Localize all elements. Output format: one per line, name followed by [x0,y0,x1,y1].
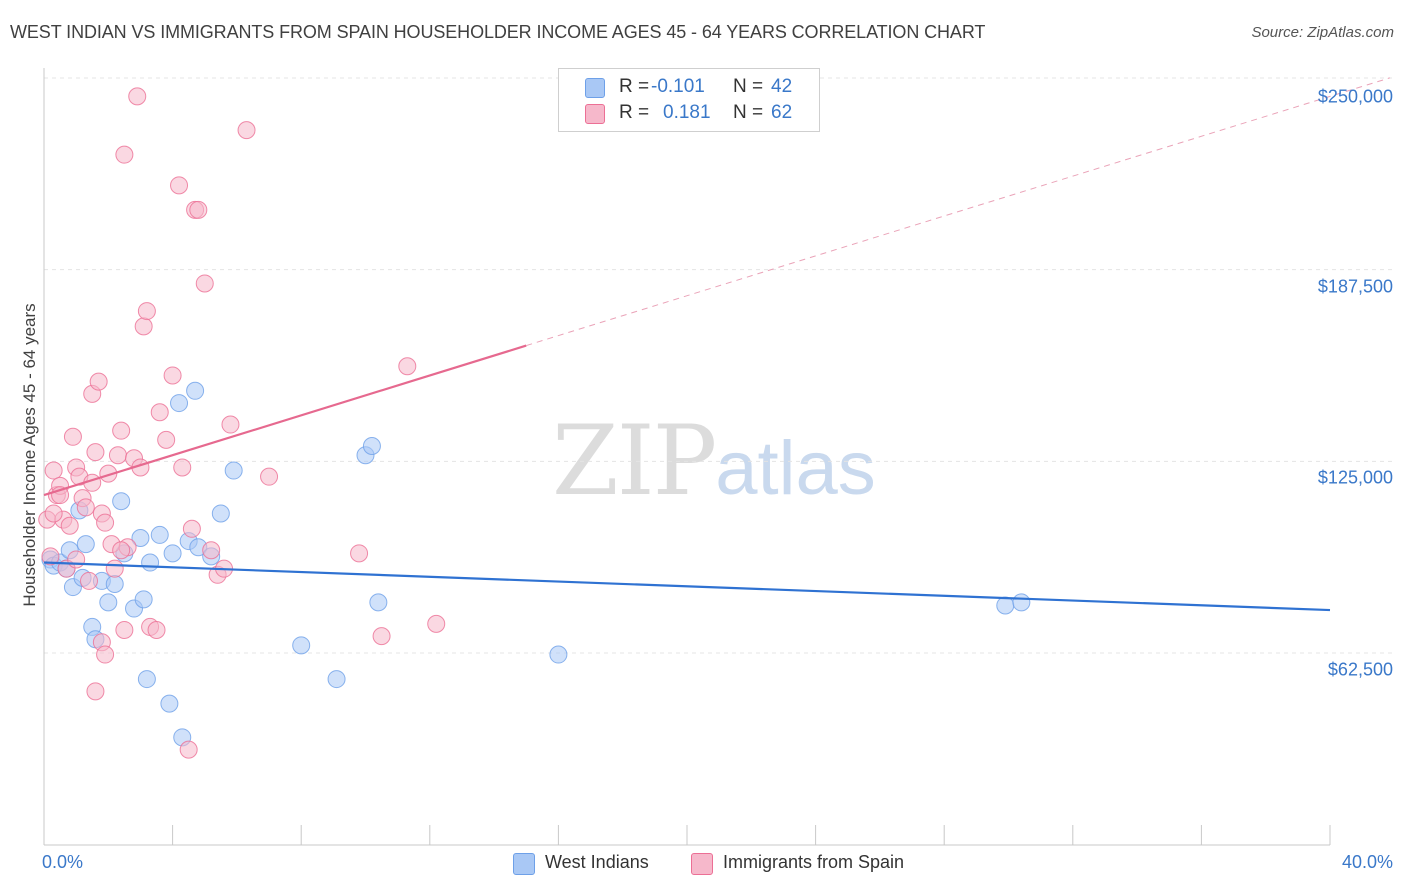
west-indians-point [112,492,131,511]
west-indians-point [327,670,346,689]
immigrants-spain-point [150,403,169,422]
immigrants-spain-point [137,302,156,321]
west-indians-point [160,694,179,713]
immigrants-spain-point [163,366,182,385]
legend-r-value: -0.101 [651,76,705,97]
immigrants-spain-trend-extension [526,77,1391,347]
immigrants-spain-point [427,614,446,633]
immigrants-spain-trend-line [43,344,527,497]
legend-swatch-pink [585,104,605,124]
immigrants-spain-point [105,559,124,578]
immigrants-spain-point [179,740,198,759]
west-indians-point [150,525,169,544]
y-tick-label-62500: $62,500 [1327,659,1393,680]
immigrants-spain-point [134,317,153,336]
immigrants-spain-point [195,274,214,293]
immigrants-spain-point [202,541,221,560]
west-indians-point [362,437,381,455]
x-tick-label-min: 0.0% [42,852,84,872]
immigrants-spain-point [89,372,108,391]
immigrants-spain-point [260,467,279,486]
immigrants-spain-point [60,516,79,535]
immigrants-spain-point [96,513,115,532]
bottom-legend-swatch-pink [691,853,713,875]
y-tick-label-125000: $125,000 [1317,467,1393,488]
watermark-zip: ZIP [552,405,717,517]
immigrants-spain-point [108,446,127,465]
y-tick-label-250000: $250,000 [1317,86,1393,107]
west-indians-point [292,636,311,655]
immigrants-spain-point [67,550,86,569]
immigrants-spain-point [173,458,192,477]
y-axis-label: Householder Income Ages 45 - 64 years [20,303,39,607]
west-indians-point [186,381,205,400]
grid-lines [44,77,1395,654]
immigrants-spain-point [115,145,134,164]
west-indians-point [99,593,118,612]
west-indians-point [141,553,160,572]
watermark-atlas: atlas [715,426,876,511]
immigrants-spain-point [41,547,60,566]
immigrants-spain-point [76,498,95,517]
west-indians-point [369,593,388,612]
immigrants-spain-point [221,415,240,434]
bottom-legend-swatch-blue [513,853,535,875]
immigrants-spain-point [86,443,105,462]
west-indians-point [163,544,182,563]
west-indians-point [134,590,153,609]
legend-swatch-blue [585,78,605,98]
immigrants-spain-point [182,519,201,538]
immigrants-spain-point [372,627,391,646]
west-indians-point [549,645,568,664]
west-indians-point [105,575,124,593]
immigrants-spain-points [38,87,446,759]
y-tick-label-187500: $187,500 [1317,276,1393,297]
bottom-legend-label: Immigrants from Spain [723,852,905,872]
chart-title: WEST INDIAN VS IMMIGRANTS FROM SPAIN HOU… [10,22,986,42]
source-credit: Source: ZipAtlas.com [1251,24,1394,41]
immigrants-spain-point [112,541,131,560]
axes [43,68,1331,846]
immigrants-spain-point [189,200,208,219]
legend-r-value: 0.181 [663,102,711,123]
trend-lines [43,77,1391,612]
immigrants-spain-point [44,461,63,480]
west-indians-points [41,381,1031,747]
immigrants-spain-point [398,357,417,376]
immigrants-spain-point [170,176,189,195]
west-indians-point [211,504,230,523]
legend-n-value: 42 [771,76,793,97]
west-indians-point [996,596,1015,615]
bottom-legend-label: West Indians [545,852,649,872]
west-indians-point [1012,593,1031,612]
west-indians-point [131,529,150,547]
immigrants-spain-point [237,121,256,140]
west-indians-trend-line [43,561,1331,612]
immigrants-spain-point [157,430,176,449]
west-indians-point [76,535,95,554]
immigrants-spain-point [115,621,134,639]
legend-n-value: 62 [771,102,793,123]
legend-r-label: R = [619,76,650,97]
west-indians-point [170,394,189,413]
west-indians-point [137,670,156,689]
immigrants-spain-point [128,87,147,106]
immigrants-spain-point [147,621,166,639]
legend-r-label: R = [619,102,650,123]
zipatlas-watermark: ZIPatlas [552,405,876,517]
legend-n-label: N = [733,102,764,123]
immigrants-spain-point [80,571,99,590]
legend-n-label: N = [733,76,764,97]
west-indians-point [224,461,243,480]
immigrants-spain-point [96,645,115,664]
immigrants-spain-point [86,682,105,701]
immigrants-spain-point [112,421,131,440]
x-tick-label-max: 40.0% [1341,852,1393,872]
immigrants-spain-point [63,427,82,446]
immigrants-spain-point [350,544,369,563]
correlation-legend: R = -0.101 N = 42 R = 0.181 N = 62 [558,68,820,132]
immigrants-spain-point [44,504,63,523]
